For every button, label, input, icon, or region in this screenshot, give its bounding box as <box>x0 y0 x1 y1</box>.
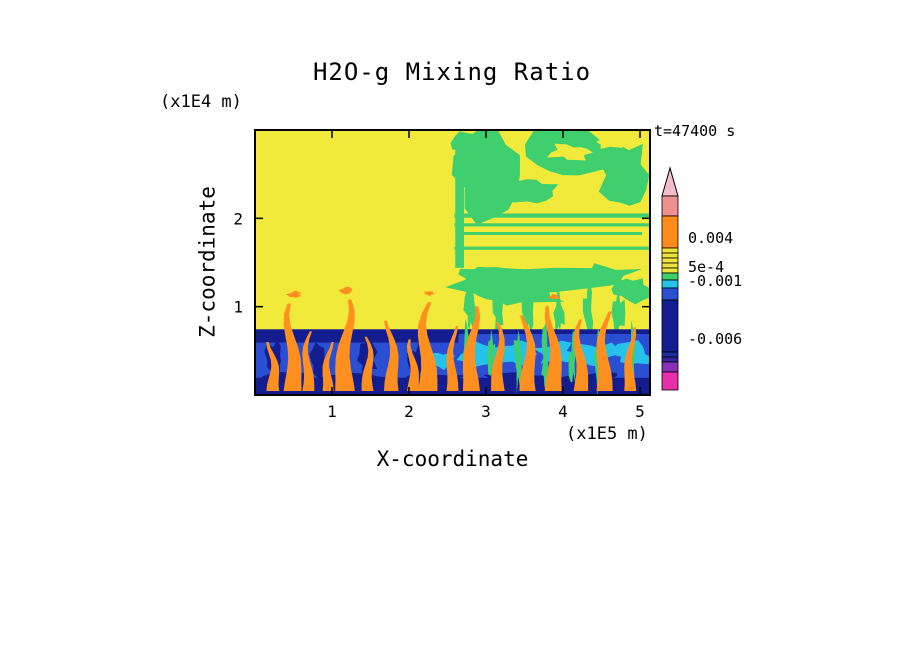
colorbar-label: 5e-4 <box>688 258 724 276</box>
x-tick-label: 3 <box>481 402 491 421</box>
chart-title: H2O-g Mixing Ratio <box>312 58 592 86</box>
plot-frame <box>254 129 651 396</box>
x-tick-label: 5 <box>635 402 645 421</box>
contour-field <box>255 130 650 395</box>
x-axis-label: X-coordinate <box>376 447 529 471</box>
colorbar-label: 0.004 <box>688 229 733 247</box>
x-tick-label: 2 <box>404 402 414 421</box>
x-tick-label: 1 <box>327 402 337 421</box>
colorbar-label: -0.001 <box>688 272 742 290</box>
colorbar: 0.004 5e-4-0.001 -0.006 <box>661 166 742 391</box>
x-tick-label: 4 <box>558 402 568 421</box>
y-tick-label: 2 <box>233 209 243 228</box>
axis-ticks <box>255 130 650 395</box>
tick-labels: 1 2 3 4 5 1 2 <box>233 209 644 421</box>
x-axis-unit: (x1E5 m) <box>566 424 648 444</box>
colorbar-tip <box>661 166 679 197</box>
colorbar-label: -0.006 <box>688 330 742 348</box>
y-tick-label: 1 <box>233 298 243 317</box>
y-axis-unit: (x1E4 m) <box>160 92 242 112</box>
time-label: t=47400 s <box>654 122 736 140</box>
y-axis-label: Z-coordinate <box>195 186 220 338</box>
